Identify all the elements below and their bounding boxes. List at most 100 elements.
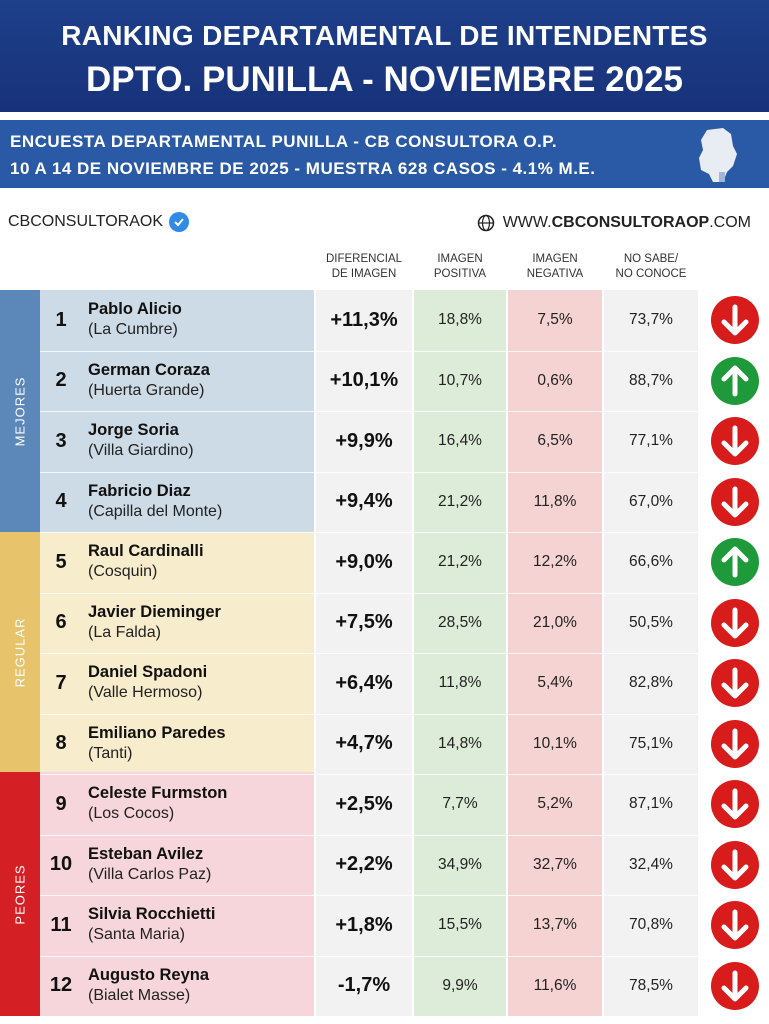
rank-number: 9 bbox=[55, 792, 67, 815]
image-differential: +4,7% bbox=[335, 732, 393, 754]
mayor-name: German Coraza bbox=[88, 360, 210, 379]
group-regular: REGULAR bbox=[0, 532, 40, 772]
header-diferencial: DIFERENCIAL DE IMAGEN bbox=[316, 252, 412, 282]
town-name: (Cosquin) bbox=[88, 563, 158, 580]
image-differential: +2,2% bbox=[335, 853, 393, 875]
header-positiva: IMAGEN POSITIVA bbox=[414, 252, 506, 282]
unknown-value: 70,8% bbox=[629, 916, 673, 933]
survey-line-1: ENCUESTA DEPARTAMENTAL PUNILLA - CB CONS… bbox=[10, 132, 558, 151]
row-divider bbox=[40, 713, 700, 715]
table-row: 10 Esteban Avilez (Villa Carlos Paz) +2,2% 3… bbox=[0, 835, 769, 895]
unknown-value: 77,1% bbox=[629, 432, 673, 449]
header-negativa: IMAGEN NEGATIVA bbox=[508, 252, 602, 282]
band-peores bbox=[40, 772, 314, 1016]
negative-image: 32,7% bbox=[533, 855, 577, 873]
town-name: (Bialet Masse) bbox=[88, 986, 191, 1004]
mayor-name: Celeste Furmston bbox=[88, 784, 228, 802]
negative-image: 5,4% bbox=[537, 674, 573, 691]
positive-image: 15,5% bbox=[438, 916, 482, 933]
band-regular bbox=[40, 532, 314, 772]
positive-image: 16,4% bbox=[438, 432, 482, 449]
website: WWW.CBCONSULTORAOP.COM bbox=[477, 214, 751, 232]
image-differential: +9,0% bbox=[335, 550, 393, 573]
arrow-down-icon bbox=[711, 961, 759, 1010]
unknown-value: 73,7% bbox=[629, 311, 673, 328]
unknown-value: 66,6% bbox=[629, 553, 673, 570]
town-name: (Tanti) bbox=[88, 744, 133, 762]
header-diferencial-l2: DE IMAGEN bbox=[331, 268, 397, 280]
rank-number: 7 bbox=[55, 671, 67, 694]
rank-number: 2 bbox=[55, 369, 67, 391]
table-row: 8 Emiliano Paredes (Tanti) +4,7% 14,8% 10,1% 7… bbox=[0, 714, 769, 774]
table-row: 1 Pablo Alicio (La Cumbre) +11,3% 18,8% 7,5% 7… bbox=[0, 290, 769, 350]
town-name: (Capilla del Monte) bbox=[88, 502, 223, 520]
mayor-name: Javier Dieminger bbox=[88, 602, 221, 621]
rank-number: 12 bbox=[49, 974, 73, 996]
mayor-name: Fabricio Diaz bbox=[88, 481, 191, 500]
negative-image: 6,5% bbox=[537, 432, 573, 449]
arrow-down-icon bbox=[711, 840, 759, 889]
row-divider bbox=[40, 653, 700, 654]
arrow-down-icon bbox=[711, 296, 759, 344]
negative-image: 0,6% bbox=[537, 371, 573, 389]
arrow-down-icon bbox=[711, 901, 759, 949]
rank-number: 5 bbox=[55, 550, 67, 573]
row-divider bbox=[40, 532, 700, 533]
positive-image: 7,7% bbox=[442, 795, 478, 812]
unknown-value: 32,4% bbox=[629, 855, 673, 873]
negative-image: 5,2% bbox=[537, 795, 573, 812]
unknown-value: 82,8% bbox=[629, 674, 673, 691]
image-differential: +6,4% bbox=[335, 671, 393, 694]
row-divider bbox=[40, 834, 700, 836]
town-name: (Villa Giardino) bbox=[88, 442, 194, 459]
table-row: 3 Jorge Soria (Villa Giardino) +9,9% 16,4% 6,… bbox=[0, 411, 769, 471]
positive-image: 11,8% bbox=[438, 674, 482, 691]
title-line-2: DPTO. PUNILLA - NOVIEMBRE 2025 bbox=[85, 60, 684, 99]
image-differential: +10,1% bbox=[329, 369, 399, 391]
globe-icon bbox=[477, 214, 494, 232]
row-divider bbox=[40, 411, 700, 412]
arrow-down-icon bbox=[711, 477, 759, 526]
arrow-down-icon bbox=[711, 659, 759, 707]
mayor-name: Daniel Spadoni bbox=[88, 663, 208, 681]
rank-number: 1 bbox=[55, 308, 67, 331]
mayor-name: Raul Cardinalli bbox=[88, 542, 204, 560]
mayor-name: Augusto Reyna bbox=[88, 965, 210, 984]
arrow-down-icon bbox=[711, 780, 759, 828]
survey-banner: ENCUESTA DEPARTAMENTAL PUNILLA - CB CONS… bbox=[0, 120, 769, 188]
table-row: 6 Javier Dieminger (La Falda) +7,5% 28,5% 21,… bbox=[0, 593, 769, 653]
positive-image: 28,5% bbox=[438, 613, 482, 631]
row-divider bbox=[40, 471, 700, 473]
arrow-down-icon bbox=[711, 417, 759, 465]
unknown-value: 75,1% bbox=[629, 734, 673, 752]
table-row: 2 German Coraza (Huerta Grande) +10,1% 10,7%… bbox=[0, 351, 769, 411]
positive-image: 21,2% bbox=[438, 492, 482, 510]
table-row: 5 Raul Cardinalli (Cosquin) +9,0% 21,2% 12,2%… bbox=[0, 532, 769, 592]
group-peores: PEORES bbox=[0, 772, 40, 1016]
unknown-value: 88,7% bbox=[629, 371, 673, 389]
title-line-1: RANKING DEPARTAMENTAL DE INTENDENTES bbox=[61, 20, 708, 51]
rank-number: 8 bbox=[55, 732, 67, 754]
header-positiva-l2: POSITIVA bbox=[433, 268, 487, 280]
brand-handle: CBCONSULTORAOK bbox=[8, 212, 189, 232]
table-row: 12 Augusto Reyna (Bialet Masse) -1,7% 9,9% 11… bbox=[0, 956, 769, 1016]
positive-image: 18,8% bbox=[438, 311, 482, 328]
survey-line-2: 10 A 14 DE NOVIEMBRE DE 2025 - MUESTRA 6… bbox=[10, 159, 596, 178]
website-main: CBCONSULTORAOP bbox=[551, 214, 710, 231]
town-name: (Valle Hermoso) bbox=[88, 684, 203, 701]
row-divider bbox=[40, 955, 700, 957]
image-differential: -1,7% bbox=[337, 974, 391, 996]
image-differential: +2,5% bbox=[335, 792, 393, 815]
map-icon bbox=[699, 128, 737, 182]
negative-image: 10,1% bbox=[533, 734, 577, 752]
image-differential: +1,8% bbox=[335, 913, 393, 936]
table-row: 9 Celeste Furmston (Los Cocos) +2,5% 7,7% 5,2… bbox=[0, 774, 769, 834]
arrow-up-icon bbox=[711, 356, 759, 405]
header-positiva-l1: IMAGEN bbox=[437, 253, 483, 265]
positive-image: 9,9% bbox=[442, 976, 478, 994]
positive-image: 21,2% bbox=[438, 553, 482, 570]
table-row: 4 Fabricio Diaz (Capilla del Monte) +9,4% 21… bbox=[0, 472, 769, 532]
image-differential: +9,9% bbox=[335, 429, 393, 452]
website-prefix: WWW. bbox=[502, 214, 552, 231]
negative-image: 21,0% bbox=[533, 613, 577, 631]
